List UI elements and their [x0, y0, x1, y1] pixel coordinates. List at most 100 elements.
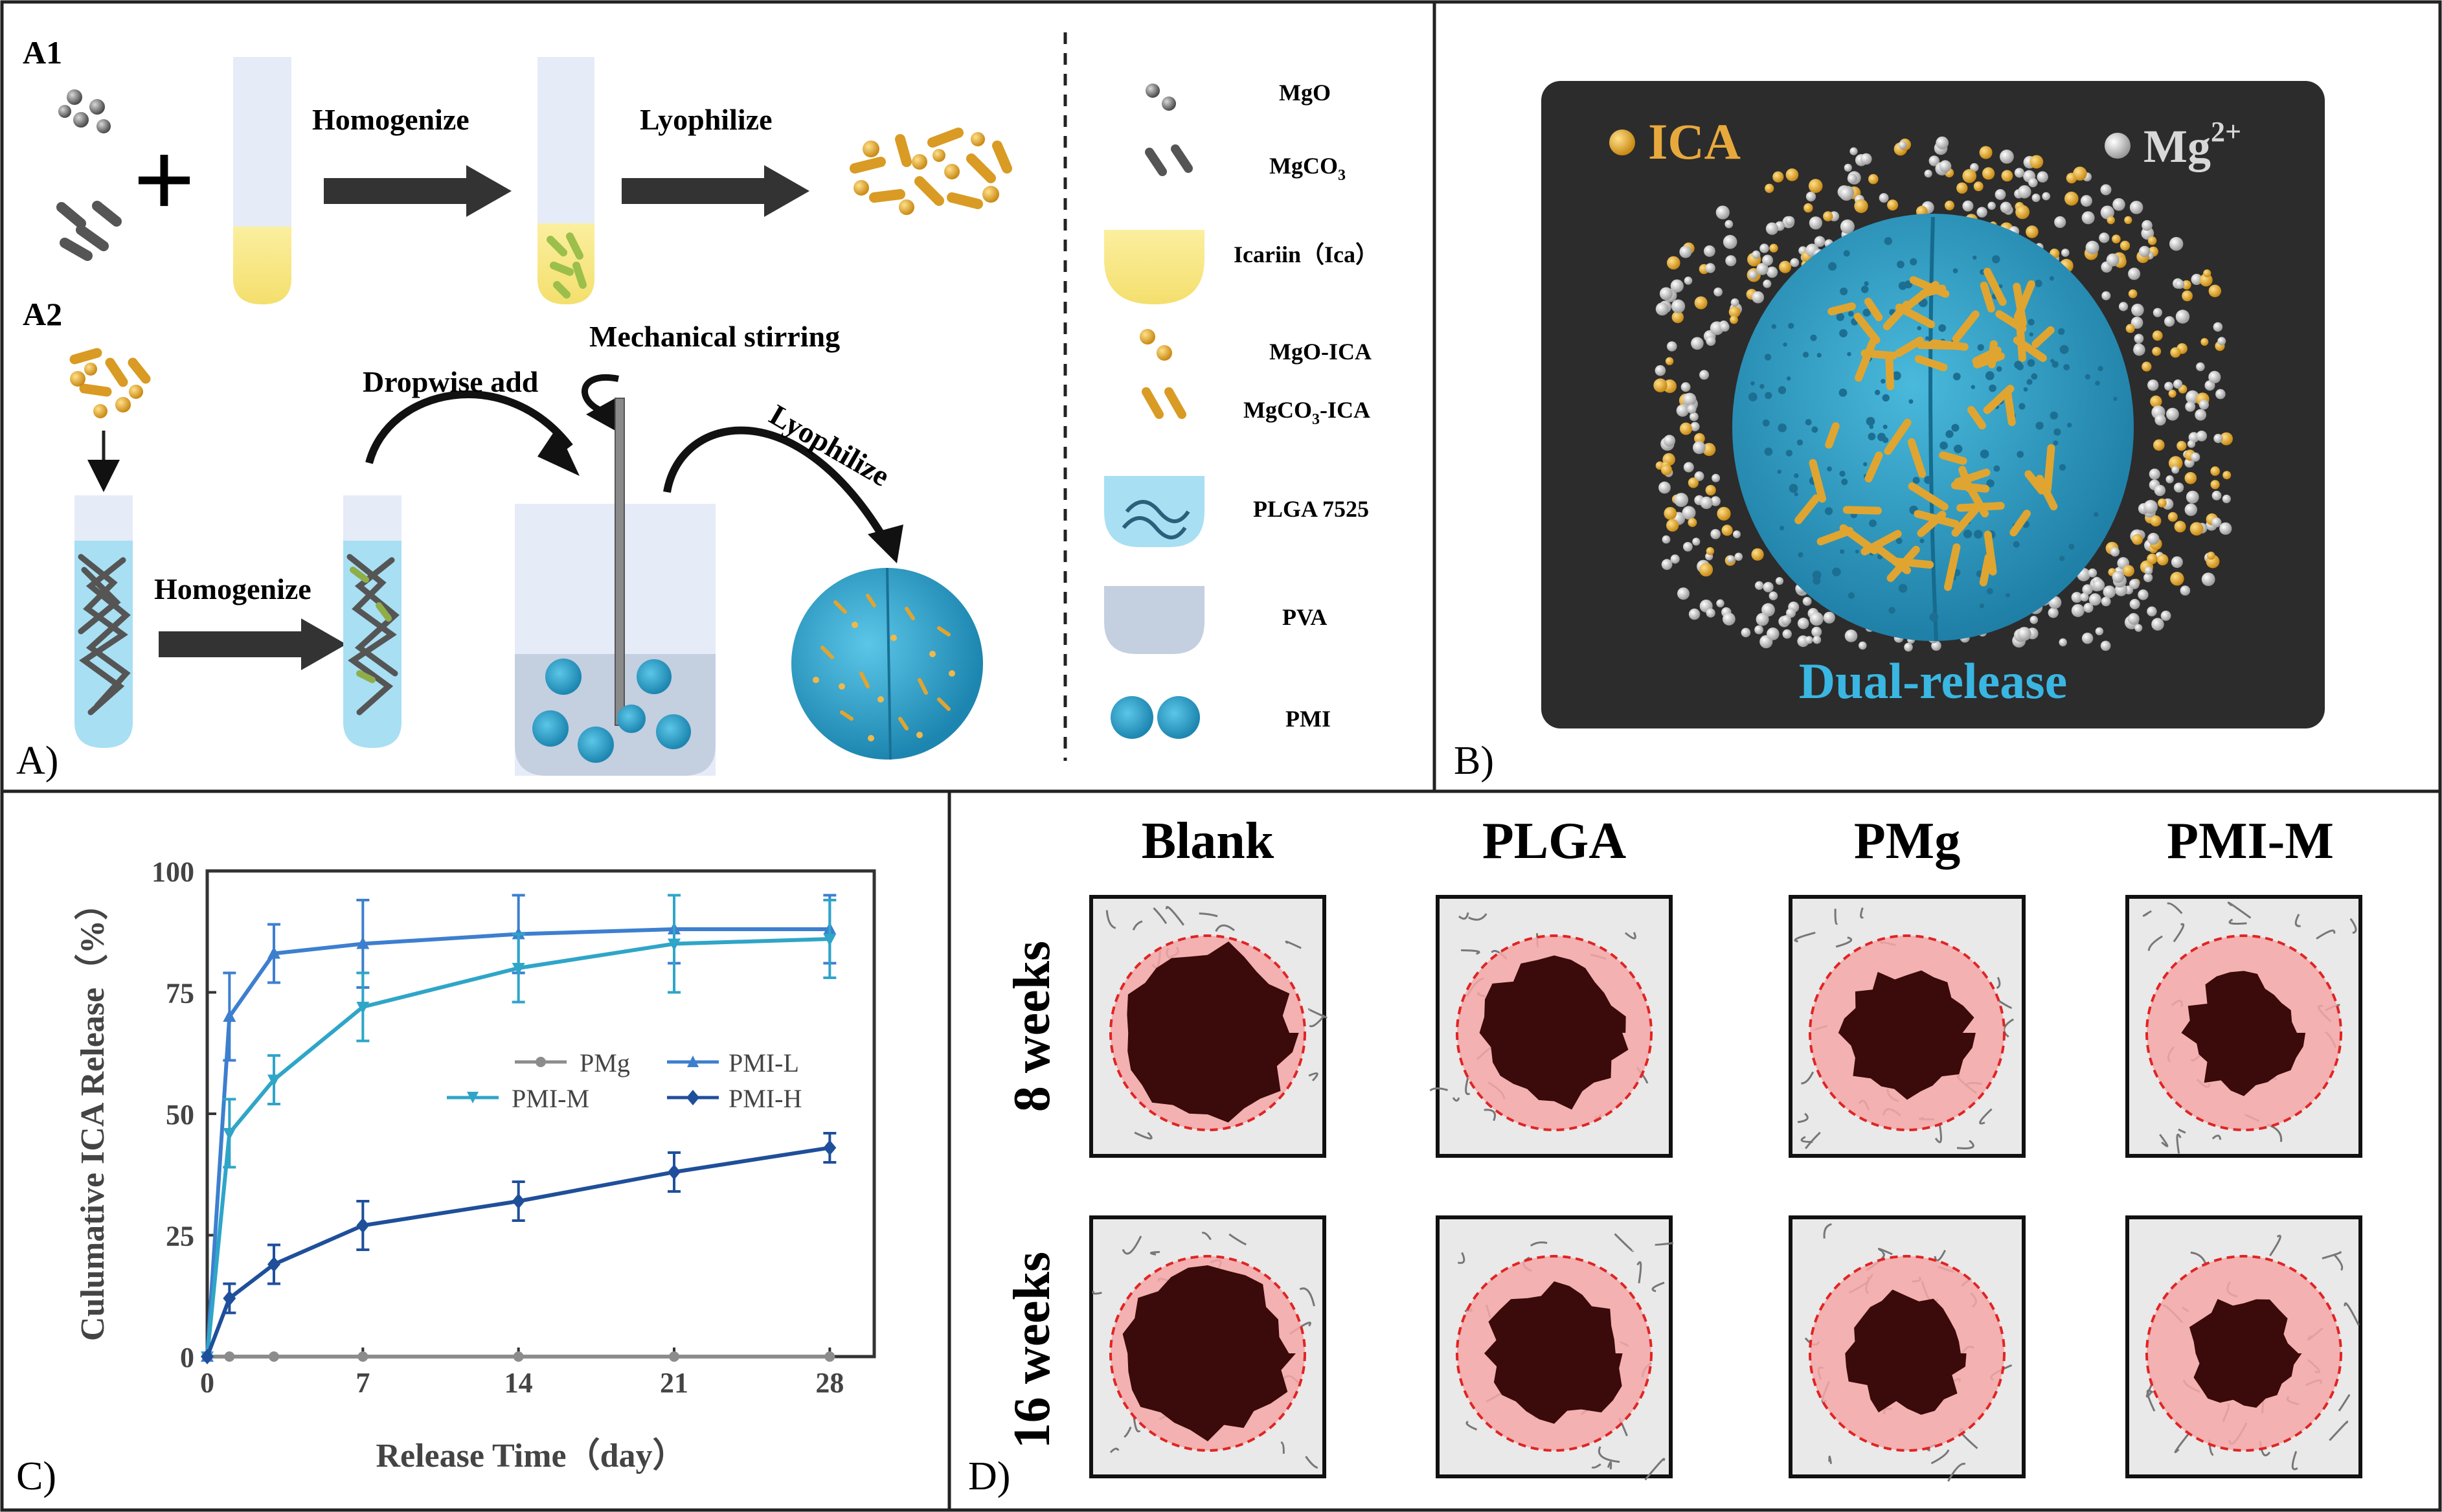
mg-ion: [2099, 232, 2110, 243]
ica-ion: [1751, 548, 1764, 561]
series-PMg: [202, 1351, 835, 1362]
mg-ion: [1924, 170, 1932, 178]
ica-ion: [1666, 519, 1679, 532]
mg-ion: [2054, 216, 2066, 229]
ica-ion: [2174, 521, 2186, 533]
defect-outline: [2145, 1255, 2342, 1452]
ica-ion: [1671, 311, 1684, 323]
ica-ion: [1808, 179, 1823, 193]
mg-ion: [1674, 493, 1689, 507]
a1-arrow-1-icon: [324, 165, 512, 217]
mg-ion: [1663, 434, 1676, 447]
ica-ion: [2029, 155, 2044, 169]
data-point: [267, 946, 280, 959]
legend-mgco3-label: MgCO3: [1269, 153, 1346, 184]
ica-ion: [2208, 284, 2221, 297]
series-PMI-H: [201, 1132, 837, 1364]
mg-ion: [2081, 211, 2095, 225]
mg-ion: [2160, 611, 2171, 621]
mg-ion: [2211, 517, 2222, 528]
defect-area: [1484, 1281, 1623, 1424]
mg-ion: [1844, 629, 1858, 642]
ica-ion: [2122, 565, 2134, 577]
data-point: [669, 1351, 679, 1362]
defect-area: [1479, 955, 1629, 1110]
ica-ion: [2015, 205, 2030, 220]
ica-ion: [2152, 346, 2162, 356]
legend-mgco3-ica-icon: [1142, 387, 1186, 419]
mg-ion: [2080, 592, 2089, 602]
pmi-sphere-icon: [791, 567, 983, 760]
series-line: [205, 1145, 830, 1358]
ica-ion: [1705, 484, 1716, 496]
ct-image-pmg-1: [1789, 895, 2026, 1158]
legend-pmi-h: PMI-H: [729, 1084, 802, 1113]
mg-ion: [1679, 245, 1692, 258]
data-point: [513, 1351, 524, 1362]
mg-ion: [1688, 608, 1701, 620]
tube-mixed-icon: [537, 57, 594, 304]
mg-ion: [2153, 308, 2162, 317]
data-point: [668, 938, 681, 951]
mg-ion: [2100, 184, 2112, 196]
series-PMI-M: [201, 894, 837, 1364]
mg-ion: [1748, 270, 1758, 280]
mg-ion: [2195, 409, 2207, 421]
ica-ion: [1765, 183, 1774, 193]
legend-pmi-m: PMI-M: [512, 1084, 589, 1113]
data-point: [356, 936, 370, 949]
plus-sign: +: [133, 119, 196, 241]
ica-ion: [1728, 306, 1741, 318]
ica-ion: [2153, 439, 2165, 451]
mg-ion: [2175, 310, 2190, 324]
ct-image-blank-1: [1089, 895, 1328, 1158]
legend-pva-label: PVA: [1282, 604, 1327, 630]
mg-ion: [1775, 577, 1784, 585]
y-tick-label: 75: [166, 978, 194, 1010]
ica-ion: [2150, 515, 2162, 526]
panel-a-letter: A): [16, 739, 58, 783]
mg-ion: [1655, 302, 1669, 316]
mg-ion: [2211, 490, 2222, 501]
panel-c: 0 25 50 75 100 0 7 14 21 28 PMg PMI-L PMI-M PMI-H…: [16, 856, 876, 1498]
mg-ion: [1754, 581, 1764, 590]
mg-ion: [1694, 471, 1704, 481]
mg-ion: [2000, 150, 2014, 164]
ica-ion: [1982, 167, 1995, 180]
mg-ion: [1765, 222, 1779, 235]
mg-ion: [2222, 494, 2231, 504]
mg-ion: [2164, 381, 2173, 391]
ica-ion: [2220, 432, 2233, 446]
mg-ion: [2081, 633, 2094, 644]
defect-area: [1127, 941, 1299, 1123]
mg-ion: [1987, 201, 1996, 210]
mg-ion: [2186, 490, 2199, 504]
ica-ion: [1803, 203, 1813, 213]
data-point: [201, 1349, 214, 1364]
mg-ion: [2080, 195, 2092, 207]
mg-ion: [1785, 216, 1795, 226]
legend-mgco3-icon: [1145, 144, 1193, 176]
mg-ion: [2095, 627, 2104, 636]
defect-area: [1122, 1265, 1296, 1441]
chart-ylabel: Culumative ICA Release（%）: [74, 886, 111, 1341]
data-point: [512, 963, 525, 975]
legend-mgo-icon: [1146, 84, 1176, 111]
mg-ion: [1716, 599, 1724, 607]
mg-ion: [1670, 554, 1680, 564]
mg-ion: [2144, 566, 2153, 575]
mg-ion: [2185, 401, 2196, 412]
defect-outline: [2145, 934, 2342, 1131]
column-header-pmg: PMg: [1854, 813, 1960, 870]
mg-ion: [2059, 638, 2067, 647]
mg-ion: [2133, 343, 2145, 356]
mg-ion: [1687, 404, 1697, 414]
mg-ion: [2118, 302, 2129, 311]
ica-ion: [2184, 472, 2197, 484]
mg-ion: [1811, 626, 1822, 637]
mg-ion: [1691, 337, 1704, 350]
mg-ion: [1661, 559, 1673, 570]
mg-ion: [1976, 207, 1987, 218]
data-point: [223, 1291, 236, 1306]
